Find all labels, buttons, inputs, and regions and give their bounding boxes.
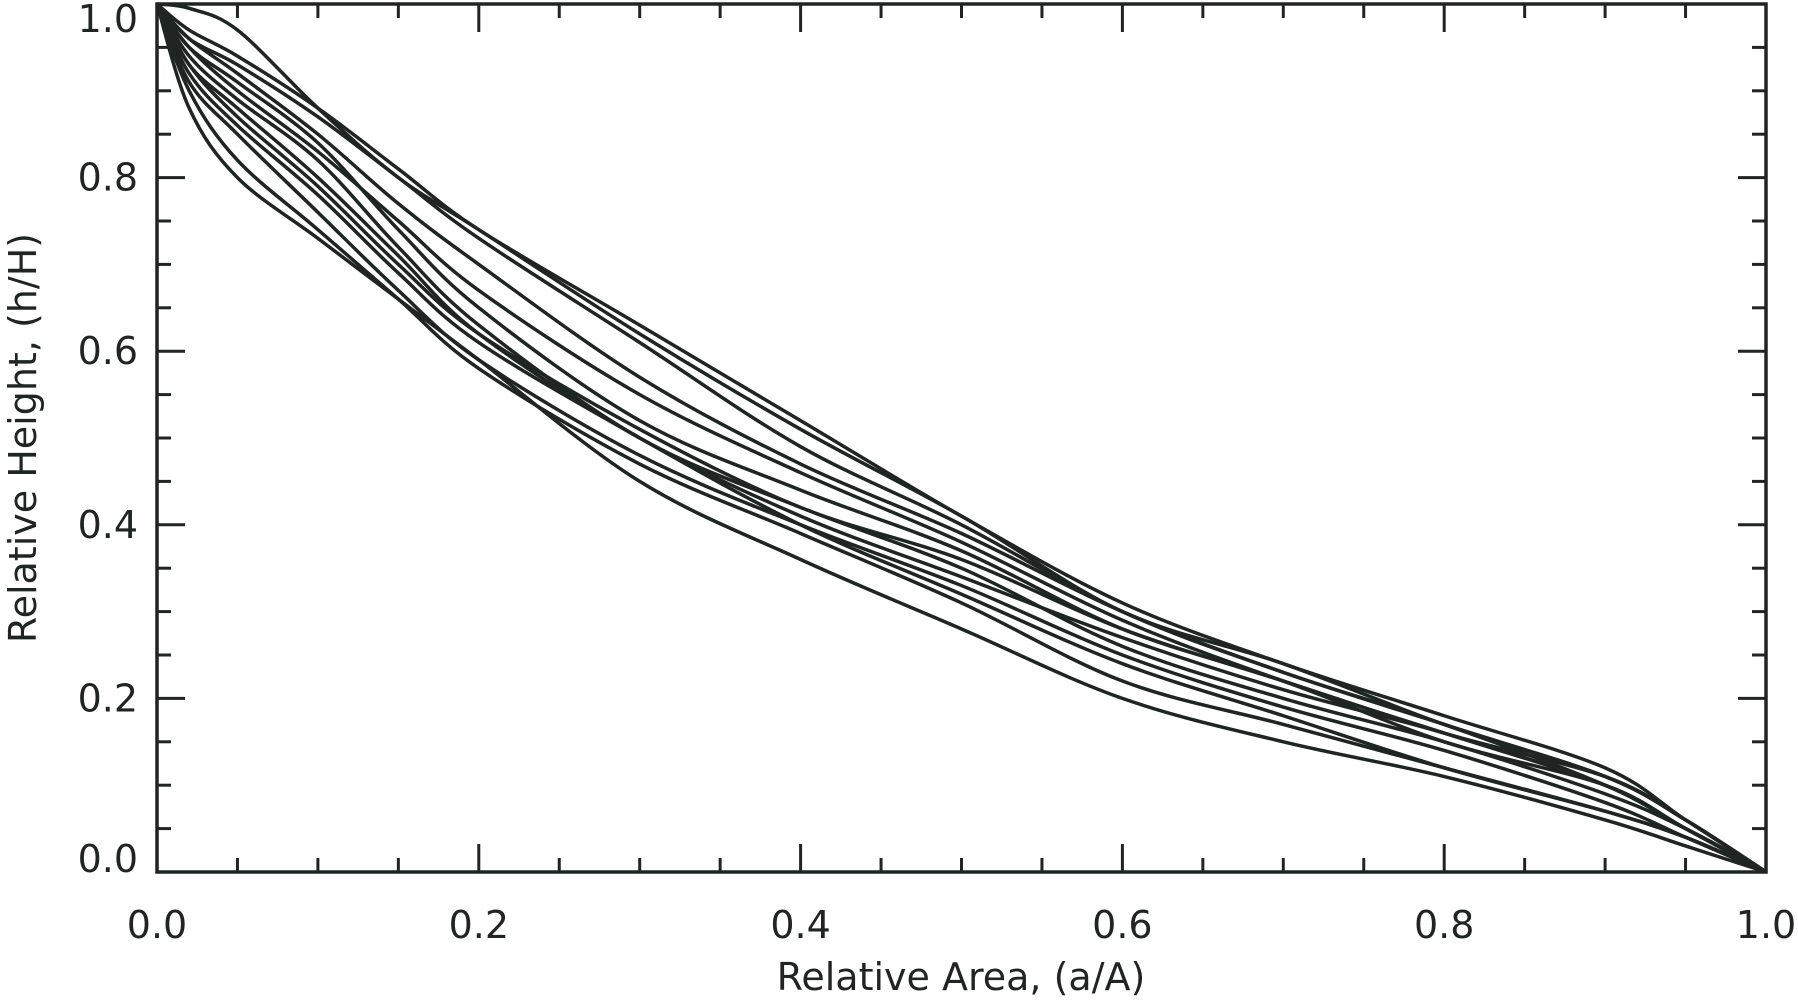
series-line-13: [155, 3, 1767, 874]
y-tick-label: 0.0: [78, 837, 138, 881]
curves-group: [155, 2, 1767, 874]
plot-frame: [155, 2, 1768, 874]
y-tick-labels: 0.0 0.2 0.4 0.6 0.8 1.0: [78, 0, 138, 881]
x-tick-label: 1.0: [1736, 903, 1796, 947]
series-line-12: [155, 3, 1767, 874]
series-line-10: [155, 3, 1767, 874]
y-axis-title: Relative Height, (h/H): [1, 233, 45, 643]
x-tick-label: 0.4: [770, 903, 830, 947]
y-tick-label: 0.4: [78, 503, 138, 547]
x-tick-labels: 0.0 0.2 0.4 0.6 0.8 1.0: [127, 903, 1796, 947]
x-tick-label: 0.2: [449, 903, 509, 947]
x-tick-label: 0.6: [1092, 903, 1152, 947]
x-axis-title: Relative Area, (a/A): [777, 955, 1146, 999]
series-line-3: [155, 2, 1767, 874]
y-tick-label: 0.6: [78, 329, 138, 373]
series-line-9: [155, 3, 1767, 874]
series-line-6: [155, 2, 1767, 874]
series-line-8: [155, 3, 1767, 874]
series-line-2: [155, 2, 1767, 874]
x-tick-label: 0.0: [127, 903, 187, 947]
y-tick-label: 0.8: [78, 156, 138, 200]
y-tick-label: 1.0: [78, 0, 138, 41]
x-tick-label: 0.8: [1414, 903, 1474, 947]
y-tick-label: 0.2: [78, 676, 138, 720]
